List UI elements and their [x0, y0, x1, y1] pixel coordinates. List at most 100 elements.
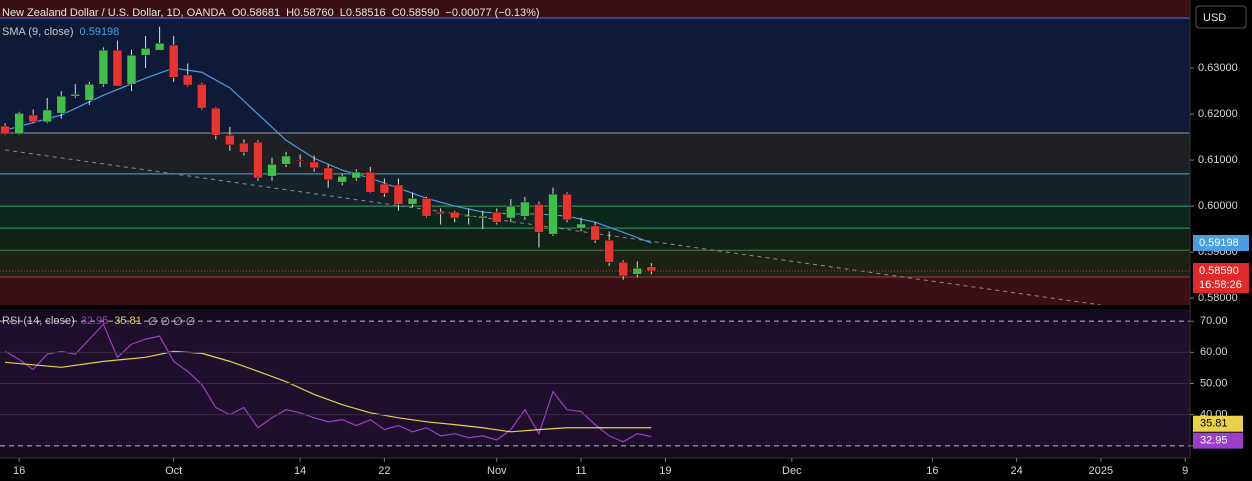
rsi-badge-label: 32.95 — [1200, 435, 1228, 447]
candle-body — [197, 83, 207, 109]
candle-body — [0, 125, 10, 135]
rsi-value: 32.95 — [80, 315, 109, 327]
candle-body — [576, 223, 586, 229]
y-tick-label: 50.00 — [1200, 377, 1228, 389]
price-zone — [0, 0, 1190, 18]
candle-body — [140, 48, 151, 56]
price-zone — [0, 206, 1190, 229]
candle-body — [211, 107, 221, 136]
y-tick-label: 0.62000 — [1198, 108, 1238, 120]
price-zone — [0, 276, 1190, 305]
candle-body — [421, 198, 432, 217]
candle-body — [28, 114, 38, 123]
price-zone — [0, 132, 1190, 174]
sma-badge-label: 0.59198 — [1199, 237, 1239, 249]
candle-body — [618, 261, 628, 277]
candle-body — [126, 54, 137, 85]
candle-body — [225, 134, 235, 146]
rsi-badge — [1193, 415, 1243, 432]
ohlc-open: O0.58681 — [231, 7, 281, 19]
candle-body — [449, 211, 460, 219]
x-tick-label: 19 — [659, 465, 671, 477]
candle-body — [154, 42, 165, 51]
candle-body — [506, 205, 516, 219]
candle-body — [267, 163, 277, 177]
y-tick-label: 60.00 — [1200, 346, 1228, 358]
candle-body — [56, 95, 67, 114]
candle-body — [351, 171, 362, 179]
ohlc-close: C0.58590 — [391, 7, 440, 19]
y-tick-label: 70.00 — [1200, 315, 1228, 327]
candle-body — [646, 266, 657, 272]
candle-body — [393, 184, 404, 205]
candle-body — [168, 44, 179, 78]
symbol-title: New Zealand Dollar / U.S. Dollar, 1D, OA… — [2, 7, 226, 19]
candle-body — [281, 155, 291, 165]
time-axis — [0, 458, 1190, 481]
candle-body — [548, 193, 558, 235]
x-tick-label: Dec — [782, 465, 802, 477]
candle-body — [407, 198, 418, 205]
candle-body — [309, 161, 319, 169]
y-tick-label: 0.61000 — [1198, 154, 1238, 166]
price-zone — [0, 17, 1190, 133]
candle-body — [253, 141, 263, 179]
x-tick-label: Nov — [487, 465, 507, 477]
candle-body — [42, 109, 52, 123]
candle-body — [435, 211, 446, 215]
candle-body — [337, 175, 347, 183]
candle-body — [239, 142, 249, 153]
candle-body — [604, 239, 614, 263]
y-tick-label: 0.63000 — [1198, 62, 1238, 74]
x-tick-label: 22 — [378, 465, 390, 477]
x-tick-label: 16 — [13, 465, 25, 477]
x-tick-label: Oct — [165, 465, 182, 477]
x-tick-label: 14 — [294, 465, 306, 477]
x-tick-label: 11 — [575, 465, 586, 477]
sma-value: 0.59198 — [79, 26, 120, 38]
rsi-badge-label: 35.81 — [1200, 418, 1228, 430]
sma-badge — [1193, 234, 1249, 251]
rsi-badge — [1193, 432, 1243, 449]
ohlc-high: H0.58760 — [286, 7, 334, 19]
candle-body — [182, 74, 193, 86]
ohlc-change: −0.00077 (−0.13%) — [445, 7, 540, 19]
candle-body — [365, 171, 376, 193]
y-tick-label: 0.58000 — [1198, 292, 1238, 304]
unit-box — [1195, 5, 1247, 29]
candle-body — [590, 225, 600, 241]
candle-body — [379, 183, 390, 194]
candle-body — [562, 193, 572, 221]
rsi-line — [4, 323, 652, 443]
rsi-extra: ∅ ∅ ∅ ∅ — [147, 316, 196, 328]
panel-separator — [0, 305, 1252, 309]
rsi-line — [5, 350, 652, 433]
candle-body — [323, 167, 333, 181]
candle-body — [520, 201, 530, 217]
candle-body — [534, 204, 544, 233]
unit-label: USD — [1203, 12, 1226, 24]
price-badge — [1193, 262, 1249, 293]
candle-body — [98, 49, 109, 85]
x-tick-label: 2025 — [1089, 465, 1113, 477]
candle-body — [295, 159, 305, 162]
price-legend: New Zealand Dollar / U.S. Dollar, 1D, OA… — [2, 7, 540, 19]
sma-title: SMA (9, close) — [2, 26, 74, 38]
candle-body — [492, 211, 502, 223]
rsi-title: RSI (14, close) — [2, 315, 75, 327]
price-badge-label: 0.58590 — [1199, 265, 1239, 277]
y-tick-label: 0.60000 — [1198, 200, 1238, 212]
rsi-ma-value: 35.81 — [114, 315, 142, 327]
candle-body — [14, 112, 24, 135]
candle-body — [84, 83, 95, 101]
x-tick-label: 24 — [1011, 465, 1023, 477]
candle-body — [463, 215, 474, 218]
price-zone — [0, 250, 1190, 277]
price-zone — [0, 173, 1190, 207]
candle-body — [477, 215, 488, 219]
sma-legend: SMA (9, close) 0.59198 — [2, 26, 119, 38]
countdown: 16:58:26 — [1199, 279, 1242, 291]
candle-body — [70, 94, 81, 97]
